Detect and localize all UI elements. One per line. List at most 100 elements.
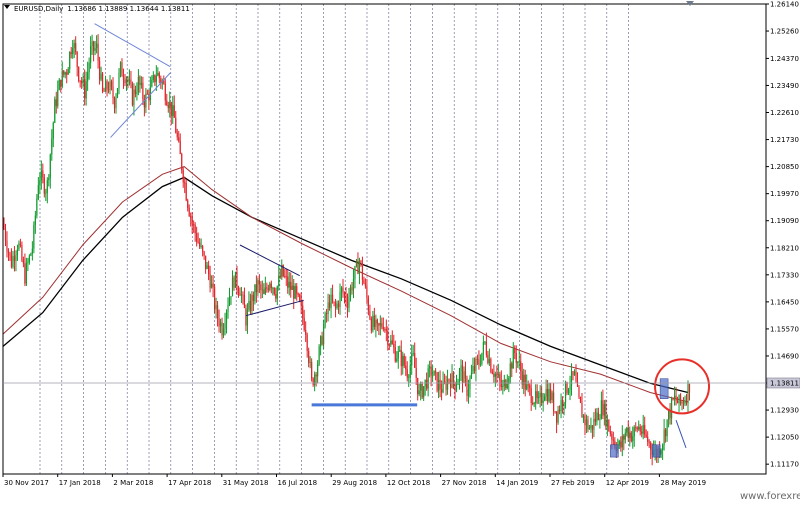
- bear-candle: [436, 372, 438, 393]
- candle-body: [544, 396, 546, 401]
- candle-body: [37, 185, 39, 199]
- candle-body: [237, 288, 240, 293]
- bull-candle: [210, 275, 213, 289]
- bull-candle: [57, 80, 59, 109]
- candle-body: [505, 379, 507, 389]
- candle-body: [476, 358, 479, 360]
- bear-candle: [60, 79, 62, 93]
- candle-body: [327, 302, 329, 314]
- bear-candle: [620, 436, 622, 452]
- candle-body: [179, 141, 181, 155]
- bull-candle: [535, 384, 537, 410]
- bull-candle: [206, 261, 208, 270]
- candle-body: [139, 76, 141, 86]
- candle-body: [597, 412, 599, 421]
- candle-body: [618, 441, 620, 446]
- bull-candle: [418, 383, 420, 397]
- bull-candle: [626, 426, 628, 437]
- bear-candle: [648, 439, 650, 448]
- candle-body: [435, 370, 437, 373]
- candle-body: [145, 93, 147, 108]
- candle-body: [599, 418, 601, 421]
- candle-body: [242, 294, 244, 296]
- candle-body: [538, 396, 540, 398]
- bull-candle: [72, 39, 74, 59]
- candle-body: [488, 359, 490, 363]
- candle-body: [342, 287, 344, 294]
- bear-candle: [550, 382, 552, 404]
- bull-candle: [588, 424, 591, 430]
- bull-candle: [33, 221, 35, 254]
- candle-body: [645, 434, 647, 437]
- bear-candle: [405, 356, 407, 376]
- candle-body: [231, 277, 234, 297]
- bear-candle: [212, 274, 214, 298]
- price-tick-label: 1.24370: [770, 55, 799, 63]
- candle-body: [281, 265, 283, 278]
- candle-body: [357, 260, 359, 274]
- bear-candle: [10, 248, 13, 269]
- bear-candle: [555, 411, 558, 434]
- candle-body: [296, 286, 298, 294]
- candle-body: [567, 389, 570, 393]
- bull-candle: [402, 351, 404, 375]
- bear-candle: [188, 204, 190, 217]
- bear-candle: [366, 278, 368, 304]
- candle-body: [82, 79, 84, 84]
- bull-candle: [433, 370, 435, 376]
- candle-body: [348, 296, 350, 308]
- candle-body: [387, 330, 389, 345]
- candle-body: [240, 294, 243, 296]
- candle-body: [181, 154, 183, 171]
- bear-candle: [505, 378, 507, 391]
- bull-candle: [512, 342, 514, 369]
- candle-body: [212, 283, 214, 288]
- candle-body: [373, 315, 375, 327]
- candle-body: [587, 419, 589, 430]
- bull-candle: [16, 244, 19, 261]
- bear-candle: [541, 386, 543, 406]
- candle-body: [669, 409, 671, 419]
- bull-candle: [49, 153, 51, 189]
- bear-candle: [414, 342, 416, 368]
- candle-body: [243, 295, 246, 309]
- candle-body: [475, 358, 477, 371]
- bull-candle: [254, 284, 256, 305]
- candle-body: [146, 93, 148, 95]
- scroll-marker-icon: [686, 1, 694, 6]
- bear-candle: [644, 416, 646, 438]
- bull-candle: [155, 65, 157, 91]
- candle-body: [311, 362, 313, 379]
- candle-body: [263, 289, 265, 294]
- bull-candle: [45, 188, 47, 202]
- bear-candle: [21, 241, 23, 263]
- bull-candle: [423, 386, 425, 402]
- price-tick-label: 1.11170: [770, 461, 799, 469]
- bear-candle: [173, 95, 175, 118]
- candle-body: [330, 294, 332, 308]
- bull-candle: [355, 258, 358, 268]
- candle-body: [500, 380, 502, 387]
- candle-body: [216, 305, 219, 319]
- candle-body: [101, 73, 104, 92]
- bull-candle: [557, 405, 559, 425]
- candle-body: [676, 400, 679, 404]
- bull-candle: [67, 67, 69, 75]
- bull-candle: [128, 69, 131, 86]
- bear-candle: [566, 381, 568, 396]
- signal-box: [610, 444, 619, 458]
- bear-candle: [191, 212, 193, 234]
- bull-candle: [606, 414, 608, 437]
- candle-body: [49, 154, 51, 179]
- candle-body: [370, 318, 372, 331]
- bear-candle: [337, 300, 340, 314]
- bull-candle: [667, 409, 670, 428]
- bull-candle: [73, 39, 75, 59]
- bear-candle: [328, 294, 331, 311]
- candle-body: [60, 79, 62, 87]
- bull-candle: [330, 287, 332, 319]
- bull-candle: [291, 275, 293, 290]
- bear-candle: [4, 223, 7, 247]
- bear-candle: [275, 287, 277, 303]
